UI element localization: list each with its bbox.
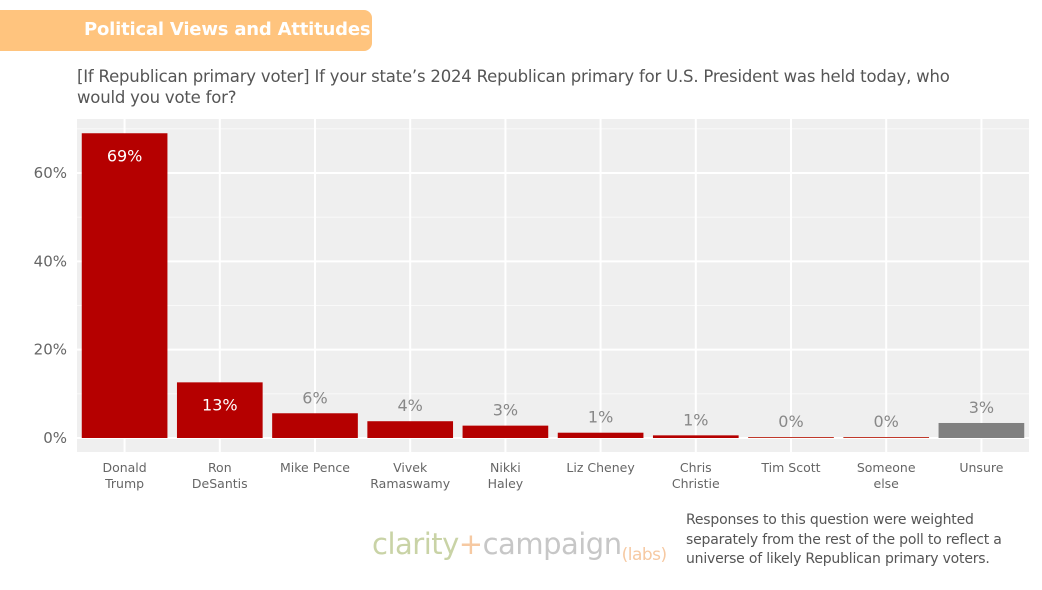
data-label: 69% [107, 146, 143, 165]
data-label: 1% [588, 408, 613, 427]
section-header: Political Views and Attitudes [0, 10, 372, 51]
x-tick-label: Chris [680, 460, 712, 475]
x-tick-label: Ron [208, 460, 232, 475]
section-title: Political Views and Attitudes [84, 19, 371, 40]
data-label: 3% [493, 401, 518, 420]
bar [748, 437, 834, 438]
bar [462, 425, 549, 438]
bar [652, 435, 739, 438]
x-tick-label: Ramaswamy [370, 476, 450, 491]
bar [367, 421, 454, 438]
clarity-campaign-labs-logo: clarity+campaign(labs) [372, 527, 667, 565]
weighting-note: Responses to this question were weighted… [686, 512, 1002, 567]
data-label: 1% [683, 410, 708, 429]
data-label: 4% [398, 396, 423, 415]
x-tick-label: Liz Cheney [566, 460, 635, 475]
x-tick-label: DeSantis [192, 476, 248, 491]
bar [81, 133, 168, 438]
bar [938, 422, 1025, 438]
bar [176, 382, 263, 438]
x-tick-label: Mike Pence [280, 460, 350, 475]
data-label: 13% [202, 395, 238, 414]
data-label: 3% [969, 398, 994, 417]
logo-part-clarity: clarity [372, 527, 459, 561]
data-label: 0% [778, 412, 803, 431]
data-label: 0% [874, 412, 899, 431]
x-tick-label: Trump [104, 476, 144, 491]
chart-title: [If Republican primary voter] If your st… [77, 67, 950, 107]
bar [272, 413, 358, 438]
logo-part-campaign: campaign [482, 527, 623, 561]
bar [557, 432, 644, 438]
data-label: 6% [302, 388, 327, 407]
x-tick-label: Unsure [959, 460, 1003, 475]
y-tick-label: 40% [34, 252, 67, 270]
x-tick-label: Christie [672, 476, 720, 491]
x-tick-label: Donald [102, 460, 146, 475]
logo-part-labs: (labs) [621, 545, 668, 565]
y-tick-label: 0% [43, 429, 67, 447]
y-tick-label: 60% [34, 164, 67, 182]
x-tick-label: else [874, 476, 900, 491]
x-tick-label: Vivek [393, 460, 428, 475]
x-tick-label: Haley [488, 476, 524, 491]
y-tick-label: 20% [34, 341, 67, 359]
x-tick-label: Tim Scott [760, 460, 820, 475]
logo-plus: + [458, 527, 483, 561]
bar [843, 437, 930, 438]
x-tick-label: Nikki [490, 460, 521, 475]
x-tick-label: Someone [857, 460, 916, 475]
